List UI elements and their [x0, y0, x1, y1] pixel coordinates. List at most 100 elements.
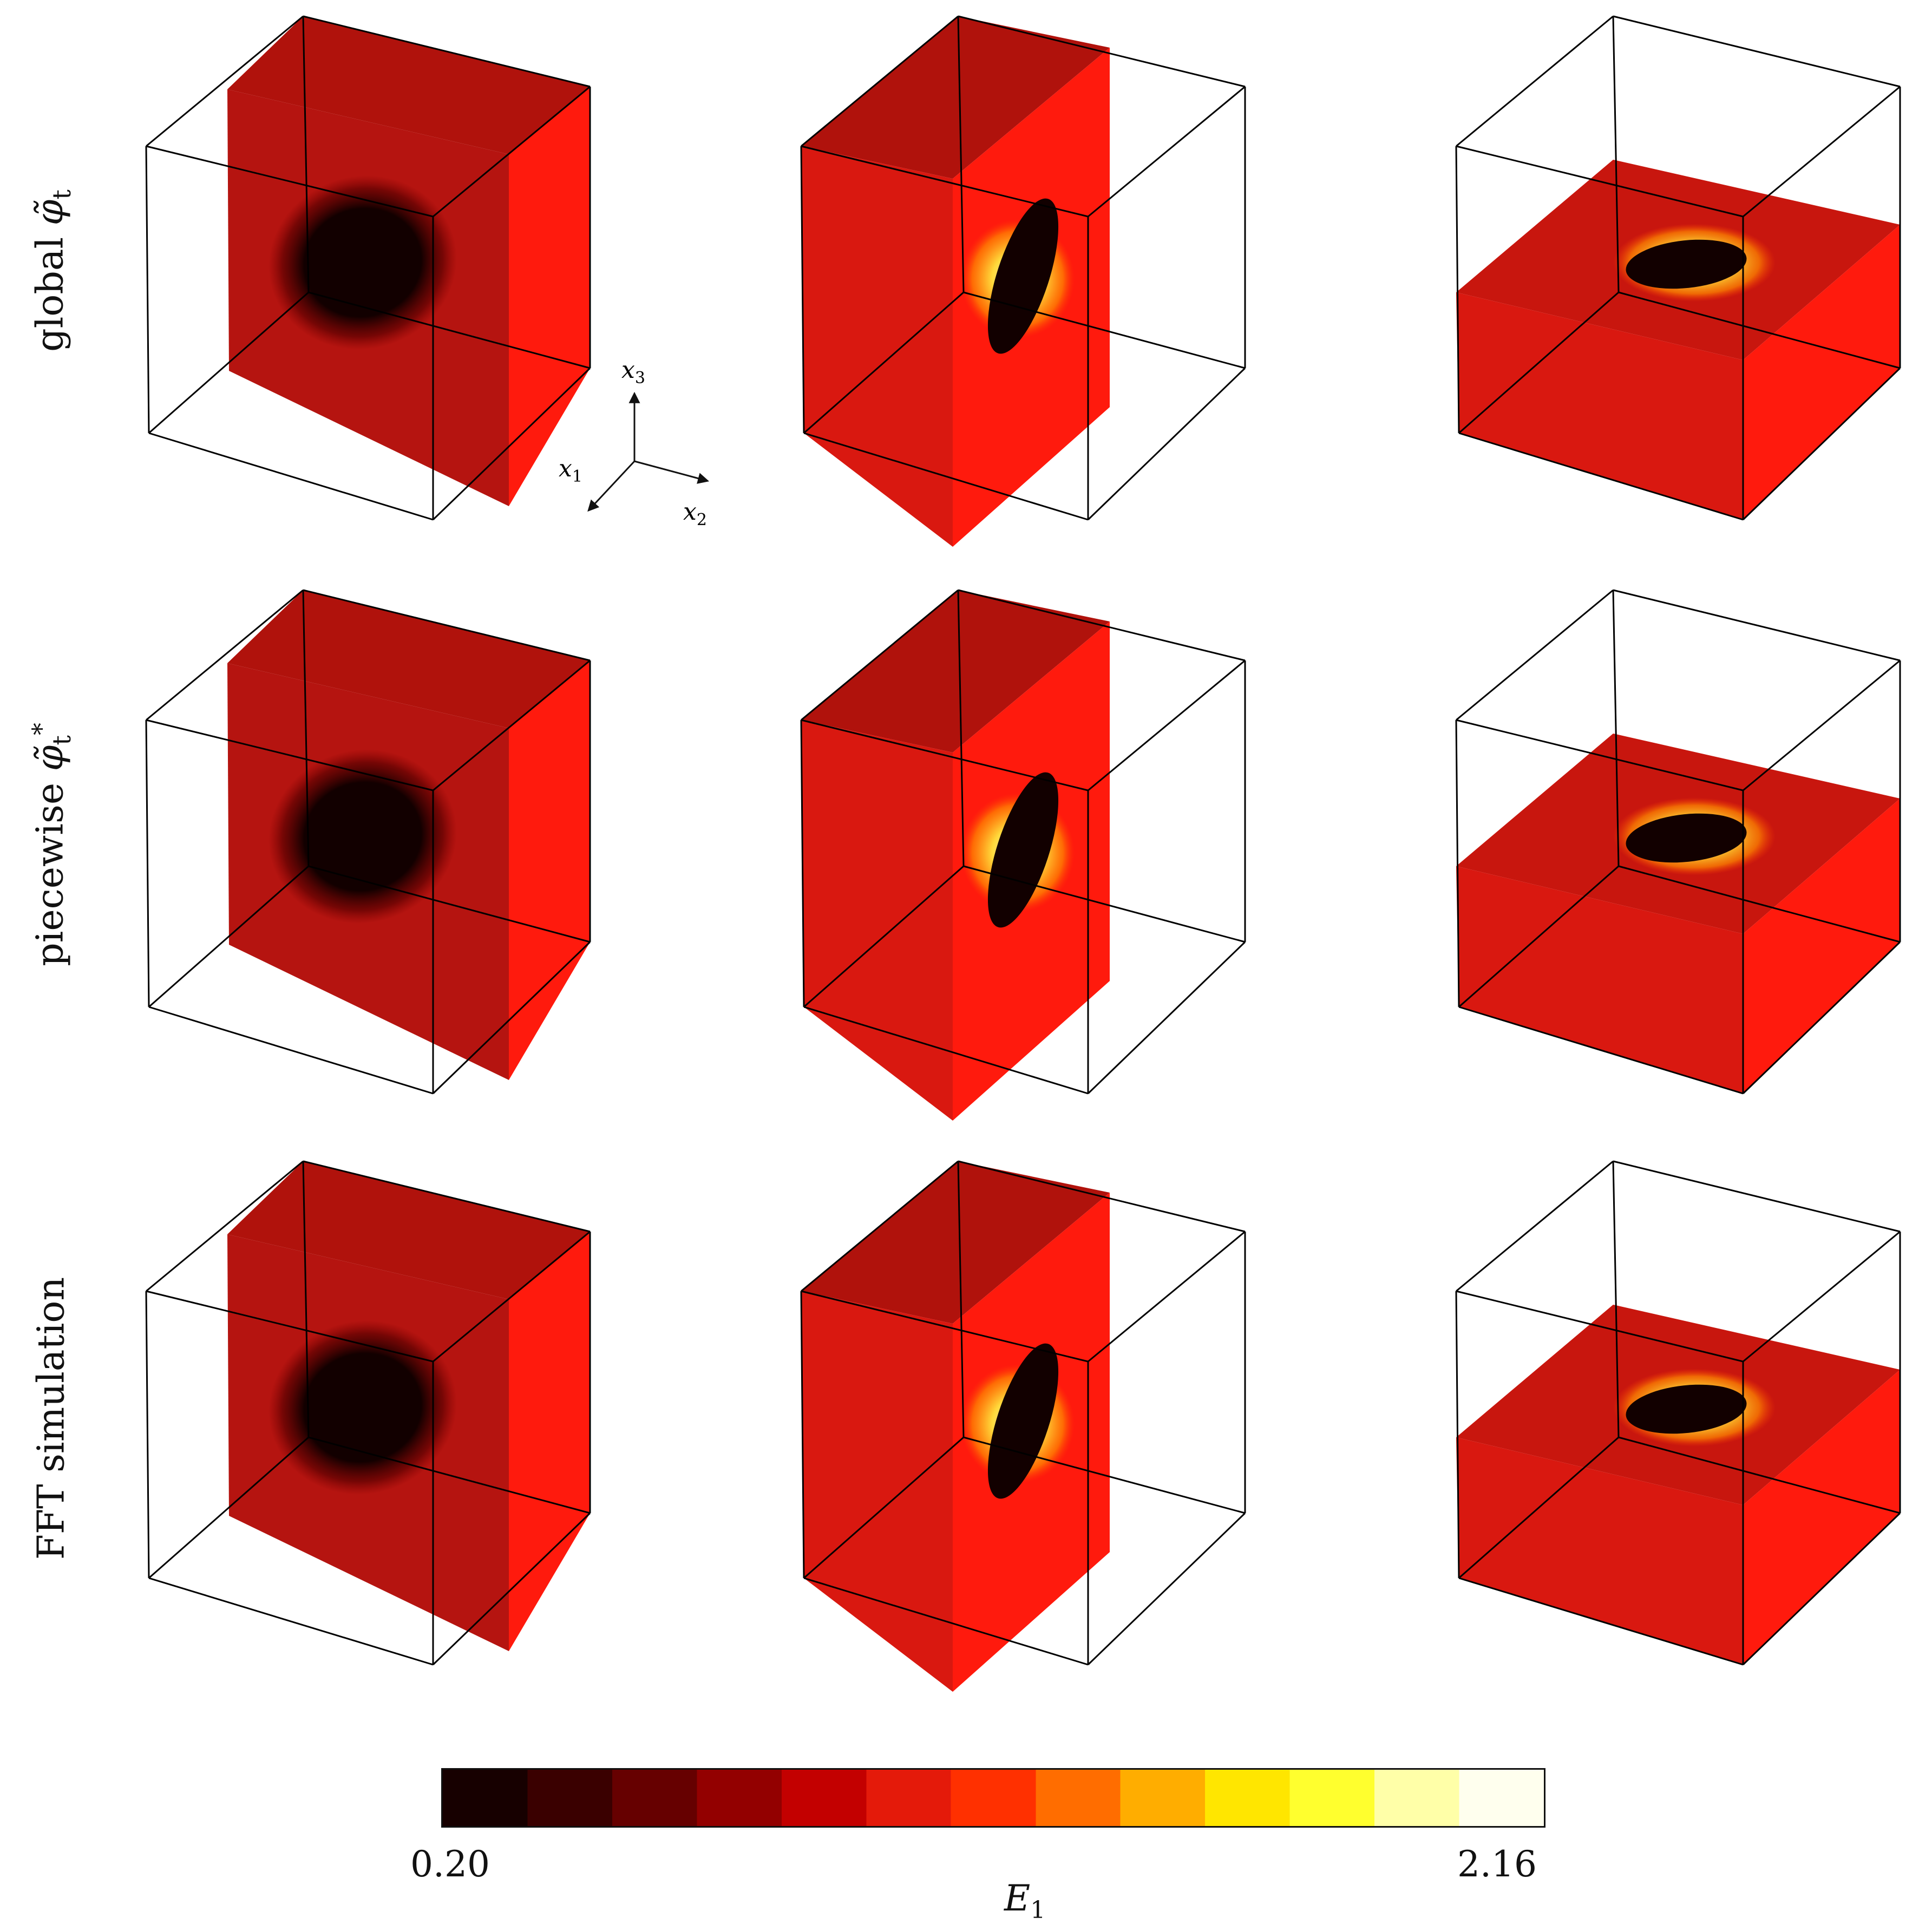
cube-edge: [958, 1160, 1246, 1233]
cube-edge: [1456, 719, 1744, 791]
cube-edge: [148, 1577, 434, 1666]
cube-edge: [963, 865, 1246, 943]
cube-edge: [1613, 589, 1901, 662]
cube-edge: [1456, 1290, 1744, 1363]
slice-top-face: [227, 590, 590, 728]
cube-fft-slice-x1: [145, 1160, 591, 1666]
cube-edge: [801, 1290, 1089, 1363]
cube-edge: [1458, 865, 1619, 1008]
inclusion: [987, 1343, 1059, 1499]
slice-front-face: [801, 720, 953, 1121]
cube-edge: [1087, 941, 1246, 1095]
cube-edge: [308, 865, 591, 943]
cube-edge: [145, 719, 150, 1007]
cube-edge: [1742, 1512, 1901, 1666]
cube-edge: [1612, 1161, 1620, 1438]
inclusion: [268, 749, 457, 924]
cube-edge: [1456, 1160, 1614, 1292]
cube-edge: [146, 15, 304, 147]
cube-edge: [1743, 1231, 1901, 1363]
cube-piecewise-slice-x3: [1455, 589, 1901, 1095]
cube-edge: [1613, 15, 1901, 88]
cube-edge: [1455, 1291, 1460, 1579]
row-label-sup: *: [26, 723, 56, 736]
cube-edge: [433, 1231, 591, 1363]
cube-edge: [801, 589, 959, 721]
slice-side-face: [509, 87, 590, 506]
cube-edge: [1458, 291, 1619, 434]
cube-edge: [148, 1006, 434, 1095]
cube-edge: [1087, 1512, 1246, 1666]
slice-top-face: [801, 590, 1110, 752]
cube-edge: [432, 1512, 591, 1666]
cube-edge: [803, 865, 964, 1008]
row-label-text: piecewise: [29, 782, 72, 966]
cube-edge: [800, 719, 805, 1007]
colorbar-min-label: 0.20: [410, 1843, 490, 1885]
cube-edge: [145, 146, 150, 434]
cube-edge: [146, 589, 304, 721]
cube-edge: [957, 16, 965, 293]
cube-edge: [1612, 590, 1620, 867]
cube-edge: [958, 15, 1246, 88]
cube-global-slice-x3: [1455, 15, 1901, 521]
cube-edge: [803, 291, 964, 434]
cube-edge: [803, 1006, 1089, 1095]
row-label-text: global: [29, 237, 72, 352]
cube-edge: [801, 145, 1089, 218]
cube-edge: [308, 1436, 591, 1514]
row-label-symbol: φ̃: [29, 745, 72, 771]
inclusion: [1626, 1384, 1747, 1434]
cube-edge: [963, 291, 1246, 369]
slice-front-face: [1456, 1437, 1743, 1665]
inclusion: [987, 198, 1059, 354]
cube-fft-slice-x3: [1455, 1160, 1901, 1666]
cube-edge: [1088, 659, 1246, 791]
inclusion: [268, 175, 457, 350]
cube-edge: [803, 1436, 964, 1579]
cube-piecewise-slice-x1: [145, 589, 591, 1095]
cube-edge: [148, 1436, 309, 1579]
cube-global-slice-x1: [145, 15, 591, 521]
cube-edge: [801, 15, 959, 147]
cube-edge: [1742, 941, 1901, 1095]
cube-piecewise-slice-x2: [800, 589, 1246, 1121]
cube-edge: [145, 1291, 150, 1579]
slice-front-face: [1456, 866, 1743, 1094]
cube-edge: [432, 367, 591, 521]
cube-edge: [800, 1291, 805, 1579]
x2-axis-label: x2: [683, 498, 707, 529]
slice-top-face: [801, 16, 1110, 179]
cube-edge: [957, 590, 965, 867]
colorbar-max-label: 2.16: [1457, 1843, 1537, 1885]
cube-edge: [1458, 1436, 1619, 1579]
x2-axis-arrow: [634, 460, 710, 484]
row-label-text: FFT simulation: [30, 1277, 73, 1560]
cube-edge: [803, 1577, 1089, 1666]
slice-front-face: [801, 146, 953, 547]
inclusion: [1626, 239, 1747, 289]
inclusion: [1626, 813, 1747, 863]
cube-edge: [1088, 1231, 1246, 1363]
row-label-sub: t: [47, 189, 77, 200]
cube-edge: [302, 1161, 310, 1438]
cube-edge: [1618, 1436, 1901, 1514]
cube-edge: [1613, 1160, 1901, 1233]
cube-edge: [303, 15, 591, 88]
cube-edge: [433, 659, 591, 791]
row-label-symbol: φ̃: [29, 199, 72, 226]
x1-axis-label: x1: [559, 455, 582, 486]
cube-edge: [957, 1161, 965, 1438]
cube-edge: [148, 865, 309, 1008]
cube-edge: [1618, 865, 1901, 943]
cube-edge: [146, 1160, 304, 1292]
slice-side-face: [1743, 225, 1900, 520]
x1-axis-arrow: [587, 460, 636, 512]
colorbar: [441, 1768, 1545, 1828]
cube-edge: [433, 86, 591, 218]
slice-top-face: [227, 16, 590, 154]
cube-edge: [303, 1160, 591, 1233]
cube-edge: [1456, 15, 1614, 147]
cube-edge: [148, 291, 309, 434]
